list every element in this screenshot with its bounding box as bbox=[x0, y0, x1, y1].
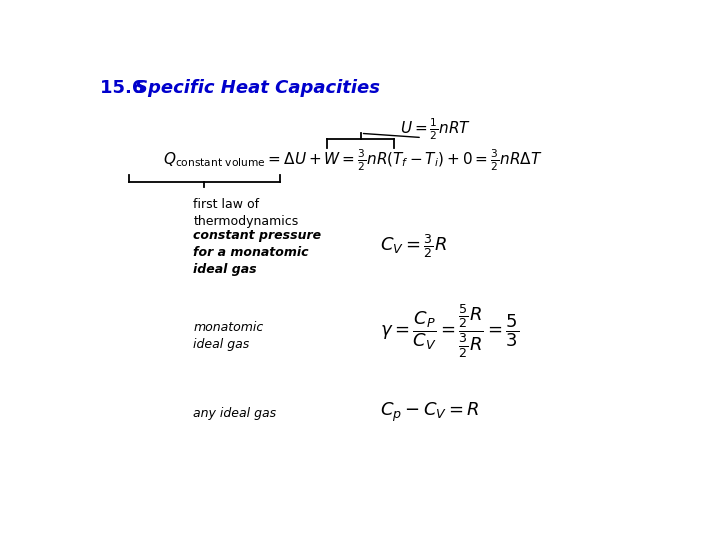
Text: any ideal gas: any ideal gas bbox=[193, 407, 276, 420]
Text: monatomic
ideal gas: monatomic ideal gas bbox=[193, 321, 264, 350]
Text: constant pressure
for a monatomic
ideal gas: constant pressure for a monatomic ideal … bbox=[193, 229, 321, 276]
Text: Specific Heat Capacities: Specific Heat Capacities bbox=[135, 79, 379, 97]
Text: $\gamma = \dfrac{C_P}{C_V} = \dfrac{\frac{5}{2}R}{\frac{3}{2}R} = \dfrac{5}{3}$: $\gamma = \dfrac{C_P}{C_V} = \dfrac{\fra… bbox=[380, 302, 520, 360]
Text: $C_p - C_V = R$: $C_p - C_V = R$ bbox=[380, 400, 480, 423]
Text: $Q_{\rm constant\ volume} = \Delta U + W = \frac{3}{2}nR(T_f - T_i)+0 = \frac{3}: $Q_{\rm constant\ volume} = \Delta U + W… bbox=[163, 147, 542, 173]
Text: $C_V = \frac{3}{2}R$: $C_V = \frac{3}{2}R$ bbox=[380, 232, 447, 260]
Text: $U = \frac{1}{2}nRT$: $U = \frac{1}{2}nRT$ bbox=[400, 117, 471, 142]
Text: 15.6: 15.6 bbox=[100, 79, 150, 97]
Text: first law of
thermodynamics: first law of thermodynamics bbox=[193, 198, 299, 228]
